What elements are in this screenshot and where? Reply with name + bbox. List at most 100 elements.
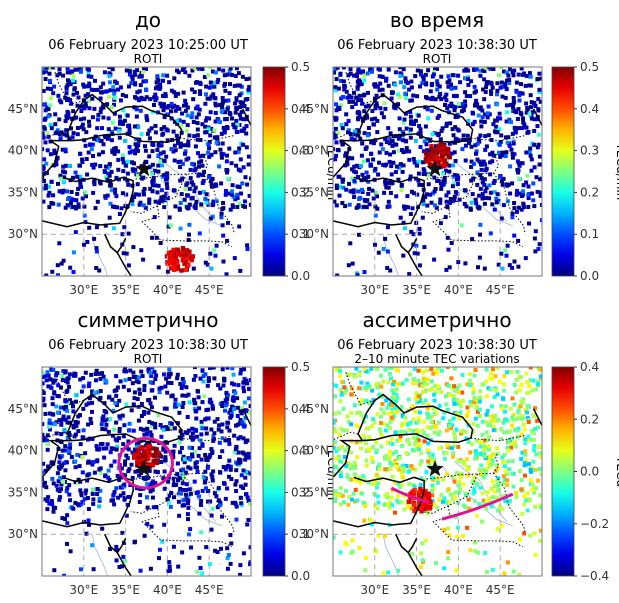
data-point	[231, 194, 236, 199]
data-point	[106, 165, 111, 170]
data-point	[71, 73, 76, 78]
data-point	[451, 416, 456, 421]
data-point	[152, 482, 157, 487]
data-point	[42, 381, 45, 386]
data-point	[130, 381, 135, 386]
data-point	[79, 184, 84, 189]
data-point	[384, 76, 389, 81]
data-point	[52, 568, 57, 573]
data-point	[236, 150, 241, 155]
hotspot-point	[150, 462, 155, 468]
epicenter-star-icon	[135, 460, 153, 477]
data-point	[525, 380, 530, 385]
data-point	[378, 414, 383, 419]
data-point	[221, 68, 226, 73]
data-point	[418, 462, 423, 467]
data-point	[218, 470, 222, 475]
data-point	[137, 391, 142, 396]
data-point	[425, 425, 430, 430]
data-point	[399, 404, 404, 409]
data-point	[120, 120, 125, 125]
data-point	[200, 426, 205, 431]
data-point	[166, 568, 171, 573]
data-point	[340, 379, 345, 384]
data-point	[511, 96, 516, 100]
data-point	[352, 73, 357, 78]
data-point	[400, 413, 405, 418]
data-point	[241, 436, 246, 441]
data-point	[416, 368, 421, 373]
data-point	[448, 200, 452, 205]
data-point	[61, 414, 66, 419]
data-point	[537, 162, 542, 167]
data-point	[120, 232, 125, 237]
data-point	[197, 190, 202, 195]
data-point	[525, 173, 530, 178]
data-point	[436, 133, 441, 138]
data-point	[379, 142, 384, 147]
data-point	[367, 435, 372, 440]
hotspot-point	[140, 445, 145, 450]
hotspot-point	[436, 144, 441, 149]
data-point	[389, 367, 394, 370]
data-point	[517, 191, 522, 196]
data-point	[54, 156, 59, 161]
data-point	[471, 491, 476, 496]
data-point	[223, 496, 228, 501]
data-point	[353, 487, 358, 492]
data-point	[204, 200, 209, 205]
data-point	[489, 80, 494, 85]
data-point	[188, 491, 193, 496]
data-point	[367, 186, 372, 191]
data-point	[446, 247, 451, 252]
data-point	[101, 104, 106, 109]
data-point	[434, 561, 438, 566]
data-point	[166, 224, 171, 229]
data-point	[124, 192, 129, 197]
data-point	[478, 414, 482, 418]
hotspot-point	[433, 148, 438, 153]
data-point	[78, 182, 83, 187]
data-point	[208, 110, 213, 115]
data-point	[75, 480, 80, 485]
data-point	[422, 139, 427, 144]
data-point	[116, 167, 121, 172]
coastline	[532, 408, 542, 426]
data-point	[50, 67, 55, 70]
data-point	[520, 450, 525, 455]
data-point	[78, 117, 83, 122]
data-point	[355, 133, 360, 138]
data-point	[111, 226, 116, 231]
hotspot-point	[152, 453, 157, 458]
data-point	[472, 499, 477, 504]
data-point	[218, 147, 223, 152]
data-point	[175, 376, 180, 381]
data-point	[470, 110, 475, 115]
data-point	[95, 487, 100, 492]
data-point	[150, 380, 155, 385]
data-point	[197, 172, 202, 177]
data-point	[493, 374, 498, 379]
data-point	[408, 110, 413, 114]
data-point	[516, 126, 521, 131]
data-point	[469, 403, 474, 408]
data-point	[514, 209, 519, 214]
panel-subtitle: ROTI	[423, 52, 452, 66]
data-point	[95, 447, 100, 452]
data-point	[209, 94, 214, 99]
data-point	[166, 104, 171, 108]
data-point	[246, 396, 251, 401]
data-point	[100, 150, 105, 155]
data-point	[78, 413, 82, 418]
data-point	[499, 133, 504, 138]
data-point	[106, 475, 110, 480]
data-point	[97, 504, 102, 509]
data-point	[192, 134, 197, 139]
data-point	[232, 382, 237, 387]
data-point	[520, 416, 525, 421]
data-point	[352, 477, 357, 482]
data-point	[339, 103, 344, 108]
data-point	[483, 147, 488, 152]
data-point	[181, 380, 186, 385]
data-point	[115, 385, 120, 390]
